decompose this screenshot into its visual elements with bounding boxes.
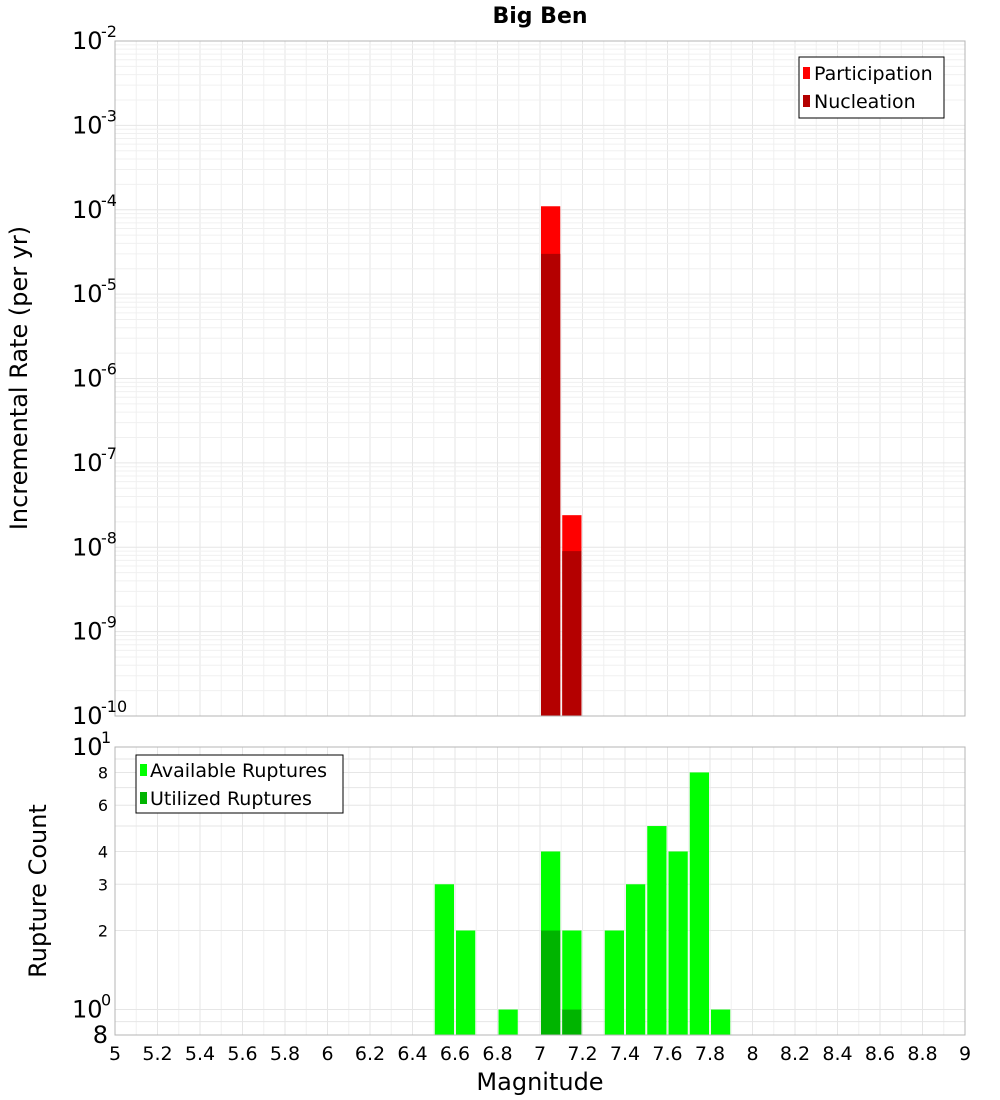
x-tick-label: 8.8 — [907, 1043, 937, 1065]
top-y-tick-label: 10-6 — [72, 360, 117, 393]
x-tick-label: 6 — [321, 1043, 333, 1065]
top-bar-nucleation — [562, 551, 582, 716]
x-tick-label: 7 — [534, 1043, 546, 1065]
bottom-y-tick-label: 2 — [98, 922, 108, 941]
x-tick-label: 6.8 — [482, 1043, 512, 1065]
bottom-bar-available — [456, 930, 476, 1035]
bottom-y-tick-base: 10 — [72, 996, 103, 1024]
x-tick-label: 5.8 — [270, 1043, 300, 1065]
top-y-tick-label: 10-7 — [72, 444, 117, 477]
bottom-bar-available — [711, 1009, 731, 1035]
bottom-y-tick-label: 6 — [98, 796, 108, 815]
top-y-tick-label: 10-5 — [72, 275, 117, 308]
bottom-y-tick-base: 10 — [72, 733, 103, 761]
top-y-tick-base: 10 — [72, 111, 103, 139]
top-y-tick-base: 10 — [72, 533, 103, 561]
top-y-tick-exponent: -9 — [101, 613, 117, 632]
legend-swatch-participation — [803, 67, 810, 79]
top-bar-nucleation — [541, 253, 561, 716]
top-y-tick-exponent: -4 — [101, 191, 117, 210]
bottom-legend-box — [135, 754, 344, 814]
bottom-y-axis-label: Rupture Count — [24, 804, 52, 978]
bottom-y-tick-label: 8 — [98, 763, 108, 782]
top-y-tick-exponent: -8 — [101, 528, 117, 547]
bottom-y-tick-label: 4 — [98, 842, 108, 861]
top-panel-bars — [541, 206, 582, 716]
bottom-bar-available — [668, 851, 688, 1035]
x-tick-label: 5.2 — [142, 1043, 172, 1065]
x-axis-label: Magnitude — [476, 1068, 603, 1096]
bottom-bar-available — [604, 930, 624, 1035]
bottom-bar-available — [626, 884, 646, 1035]
bottom-bar-utilized — [562, 1009, 582, 1035]
x-tick-label: 7.6 — [652, 1043, 682, 1065]
x-tick-label: 6.2 — [355, 1043, 385, 1065]
top-y-tick-label: 10-2 — [72, 22, 117, 55]
x-tick-label: 8 — [746, 1043, 758, 1065]
bottom-bar-available — [647, 826, 667, 1035]
top-panel-grid — [114, 41, 966, 717]
legend-swatch-nucleation — [803, 95, 810, 107]
legend-label-utilized: Utilized Ruptures — [150, 788, 312, 810]
top-y-tick-label: 10-9 — [72, 613, 117, 646]
bottom-y-tick-label: 3 — [98, 875, 108, 894]
top-y-tick-exponent: -2 — [101, 22, 117, 41]
bottom-bar-available — [498, 1009, 518, 1035]
bottom-panel-frame — [114, 746, 966, 1036]
top-y-tick-base: 10 — [72, 196, 103, 224]
x-tick-label: 8.2 — [780, 1043, 810, 1065]
legend-label-nucleation: Nucleation — [814, 91, 916, 113]
top-y-tick-base: 10 — [72, 280, 103, 308]
x-tick-label: 5.4 — [185, 1043, 215, 1065]
x-tick-label: 7.4 — [610, 1043, 640, 1065]
bottom-bar-available — [689, 772, 709, 1035]
x-tick-label: 7.8 — [695, 1043, 725, 1065]
bottom-y-tick-power: 101 — [72, 728, 111, 761]
top-y-tick-exponent: -6 — [101, 360, 117, 379]
bottom-y-tick-power: 100 — [72, 991, 111, 1024]
top-y-tick-exponent: -7 — [101, 444, 117, 463]
top-y-axis-label: Incremental Rate (per yr) — [5, 226, 33, 530]
bottom-panel-bars — [434, 772, 731, 1035]
x-tick-label: 5 — [109, 1043, 121, 1065]
top-y-tick-base: 10 — [72, 449, 103, 477]
top-legend: Participation Nucleation — [798, 56, 945, 119]
top-y-tick-base: 10 — [72, 618, 103, 646]
legend-swatch-utilized — [140, 792, 147, 804]
chart-title: Big Ben — [492, 4, 587, 29]
x-tick-label: 9 — [959, 1043, 971, 1065]
top-y-tick-label: 10-4 — [72, 191, 117, 224]
bottom-bar-available — [562, 930, 582, 1035]
bottom-y-tick-exponent: 0 — [101, 991, 111, 1010]
top-y-tick-base: 10 — [72, 365, 103, 393]
top-y-tick-exponent: -5 — [101, 275, 117, 294]
x-tick-label: 8.6 — [865, 1043, 895, 1065]
top-y-tick-base: 10 — [72, 702, 103, 730]
top-y-tick-label: 10-10 — [72, 697, 127, 730]
bottom-legend: Available Ruptures Utilized Ruptures — [135, 754, 344, 814]
top-legend-box — [798, 56, 945, 119]
legend-label-available: Available Ruptures — [150, 760, 327, 782]
top-y-tick-base: 10 — [72, 27, 103, 55]
top-y-tick-label: 10-8 — [72, 528, 117, 561]
x-tick-label: 8.4 — [822, 1043, 852, 1065]
bottom-y-tick-exponent: 1 — [101, 728, 111, 747]
legend-label-participation: Participation — [814, 63, 933, 85]
top-y-tick-exponent: -10 — [101, 697, 127, 716]
top-y-tick-exponent: -3 — [101, 106, 117, 125]
x-tick-label: 7.2 — [567, 1043, 597, 1065]
x-tick-label: 6.6 — [440, 1043, 470, 1065]
x-tick-labels: 5 5.2 5.4 5.6 5.8 6 6.2 6.4 6.6 6.8 7 7.2 7.4 7.6 7.8 8… — [109, 1043, 971, 1065]
top-y-tick-label: 10-3 — [72, 106, 117, 139]
x-tick-label: 5.6 — [227, 1043, 257, 1065]
top-panel-frame — [114, 40, 966, 717]
x-tick-label: 6.4 — [397, 1043, 427, 1065]
bottom-bar-available — [434, 884, 454, 1035]
bottom-bar-utilized — [541, 930, 561, 1035]
bottom-y-min-label: 8 — [93, 1021, 108, 1049]
legend-swatch-available — [140, 764, 147, 776]
